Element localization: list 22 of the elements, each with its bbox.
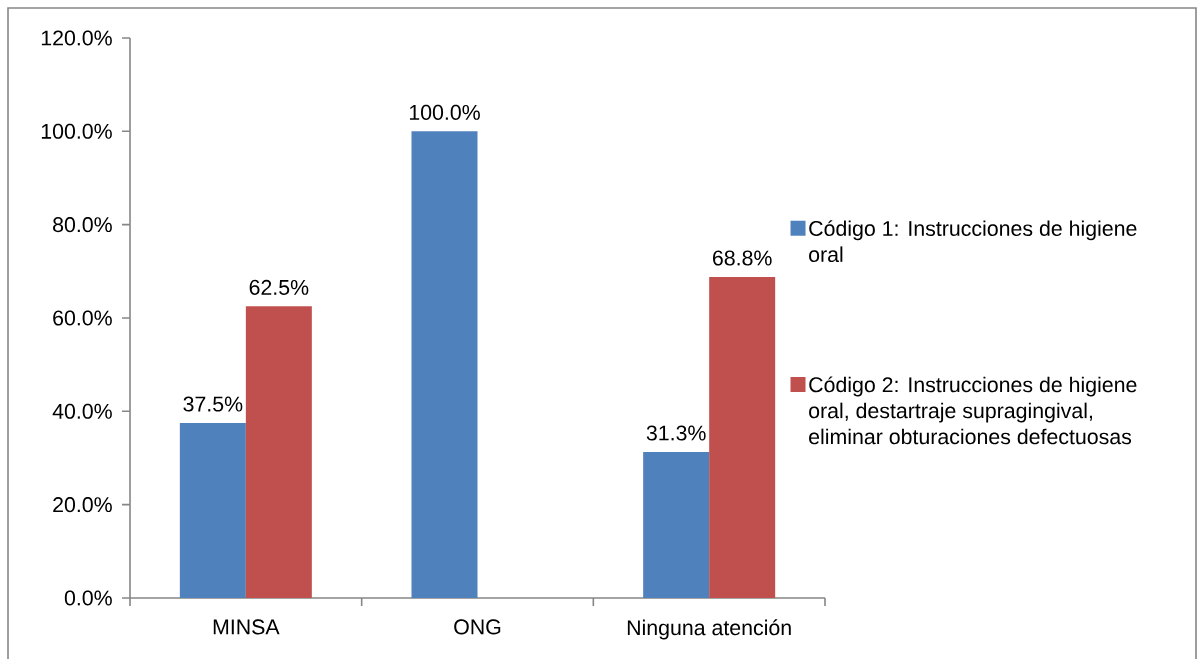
y-tick-label: 0.0% xyxy=(64,590,112,606)
legend-label: Código 2: Instrucciones de higiene oral, destartraje supragingival, eliminar obturaciones defectuosas xyxy=(809,376,1137,445)
bar xyxy=(411,131,478,598)
y-tick-label: 40.0% xyxy=(52,403,112,419)
x-tick-label: Ninguna atención xyxy=(627,619,791,640)
data-label: 37.5% xyxy=(183,396,243,412)
bar xyxy=(709,276,776,598)
legend-label: Código 1: Instrucciones de higiene oral xyxy=(809,220,1137,263)
bar xyxy=(245,306,312,598)
data-label: 100.0% xyxy=(409,104,480,120)
y-tick-label: 80.0% xyxy=(53,217,112,233)
bar xyxy=(179,422,246,598)
y-tick-label: 120.0% xyxy=(41,30,112,46)
data-label: 62.5% xyxy=(249,279,309,295)
data-label: 68.8% xyxy=(713,250,772,266)
y-tick-label: 20.0% xyxy=(53,497,112,513)
x-tick-label: ONG xyxy=(454,619,501,635)
y-tick-label: 100.0% xyxy=(41,123,112,139)
y-tick-label: 60.0% xyxy=(53,310,112,326)
x-tick-label: MINSA xyxy=(213,619,280,635)
data-label: 31.3% xyxy=(646,425,706,441)
bar xyxy=(643,451,710,598)
